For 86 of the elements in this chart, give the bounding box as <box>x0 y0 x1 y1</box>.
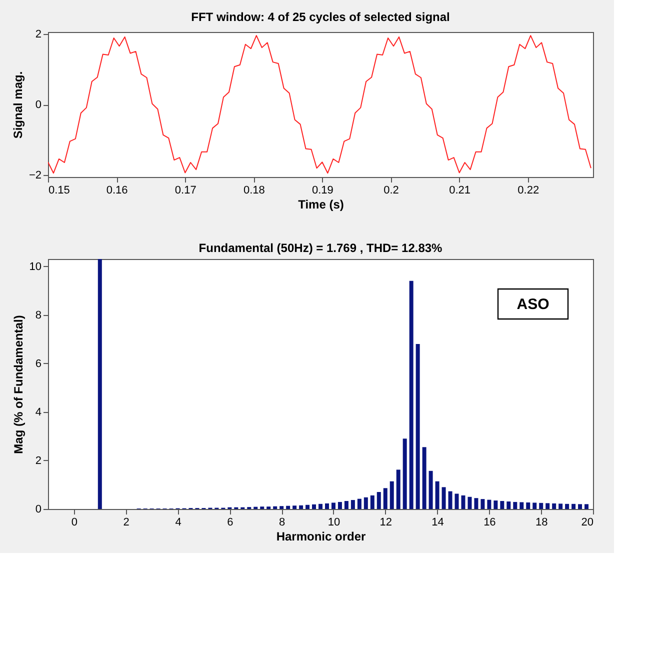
bar <box>422 447 426 509</box>
bar <box>584 504 589 509</box>
x-tick-label: 0.18 <box>243 184 265 196</box>
bar <box>299 505 304 509</box>
bar <box>578 504 582 509</box>
bar <box>292 506 297 509</box>
bar <box>286 506 290 509</box>
x-tick-label: 18 <box>535 516 548 528</box>
bar <box>370 495 374 509</box>
bar <box>396 470 400 509</box>
bar <box>565 504 570 509</box>
bar <box>532 502 537 509</box>
x-tick-label: 4 <box>175 516 182 528</box>
x-axis-title: Time (s) <box>298 198 344 212</box>
y-tick-label: 2 <box>35 454 42 467</box>
bar <box>376 492 381 509</box>
bar <box>312 504 316 509</box>
bar <box>474 498 478 509</box>
x-tick-label: 12 <box>380 516 392 528</box>
y-tick-label: 0 <box>35 504 42 516</box>
x-tick-label: 8 <box>279 516 286 528</box>
y-tick-label: 4 <box>35 406 42 418</box>
bar <box>324 503 329 509</box>
y-tick-label: 6 <box>35 358 42 370</box>
bar <box>487 500 492 509</box>
bar <box>546 503 550 509</box>
bar <box>552 503 556 509</box>
bar <box>364 497 368 509</box>
x-tick-label: 0.16 <box>106 184 128 196</box>
bar <box>416 344 420 509</box>
bar <box>520 502 524 509</box>
y-tick-label: 2 <box>35 28 42 40</box>
chart-title: Fundamental (50Hz) = 1.769 , THD= 12.83% <box>198 241 443 255</box>
x-tick-label: 10 <box>328 516 340 528</box>
bar <box>480 499 485 509</box>
bar <box>513 502 518 509</box>
bar <box>344 500 348 509</box>
x-tick-label: 0.22 <box>518 184 540 196</box>
y-tick-label: 8 <box>35 309 42 322</box>
line-series <box>48 35 592 174</box>
bar <box>357 498 362 509</box>
x-axis-title: Harmonic order <box>276 530 366 544</box>
bar <box>468 496 472 509</box>
bar <box>506 501 511 509</box>
bar <box>98 259 102 509</box>
y-axis-title: Signal mag. <box>10 71 25 139</box>
x-tick-label: 0.2 <box>384 184 399 196</box>
bar <box>500 500 504 509</box>
bar <box>461 495 466 509</box>
x-tick-label: 20 <box>581 516 594 528</box>
x-tick-label: 0.17 <box>174 184 196 196</box>
bar <box>494 500 498 509</box>
y-tick-label: 10 <box>29 260 42 273</box>
bar <box>318 504 322 509</box>
bar <box>280 506 284 509</box>
x-tick-label: 0.15 <box>48 184 70 196</box>
y-axis-title: Mag (% of Fundamental) <box>11 315 26 454</box>
bar <box>338 502 342 509</box>
bar <box>448 491 452 509</box>
bar <box>273 506 278 509</box>
bar <box>572 504 576 509</box>
bar <box>435 481 440 509</box>
x-tick-label: 2 <box>123 516 130 528</box>
y-tick-label: 0 <box>35 99 42 111</box>
bar <box>428 470 433 509</box>
bar <box>306 504 310 509</box>
bar <box>526 502 530 509</box>
bar <box>558 504 563 509</box>
bar <box>442 487 446 509</box>
bar <box>383 488 388 509</box>
x-tick-label: 0.21 <box>449 184 471 196</box>
x-tick-label: 0.19 <box>312 184 334 196</box>
bar <box>350 500 355 509</box>
x-tick-label: 16 <box>484 516 496 528</box>
x-tick-label: 14 <box>432 516 444 528</box>
bar <box>402 438 407 509</box>
chart-title: FFT window: 4 of 25 cycles of selected signal <box>191 10 450 24</box>
annotation: ASO <box>516 296 550 313</box>
bar <box>331 502 336 509</box>
bar <box>390 481 394 509</box>
x-tick-label: 6 <box>227 516 234 528</box>
y-tick-label: −2 <box>28 170 42 182</box>
x-tick-label: 0 <box>71 516 78 528</box>
bar <box>409 280 414 509</box>
bar <box>539 502 544 509</box>
bar <box>454 494 459 509</box>
